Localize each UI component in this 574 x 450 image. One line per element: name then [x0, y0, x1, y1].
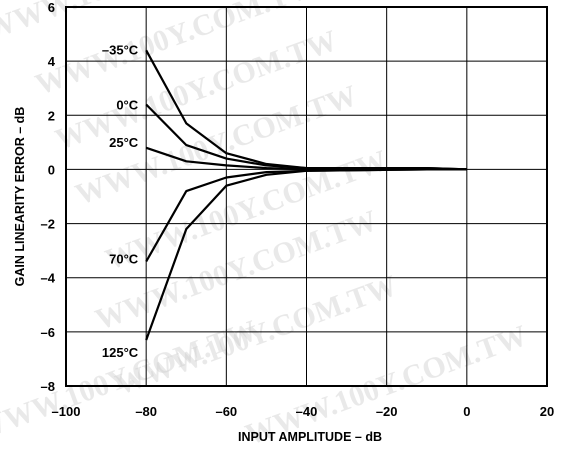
x-tick-label: –20 [376, 404, 398, 419]
y-tick-label: –6 [41, 325, 55, 340]
series-labels: –35°C 0°C 25°C 70°C 125°C [102, 42, 139, 360]
x-tick-labels: –100 –80 –60 –40 –20 0 20 [52, 404, 555, 419]
y-tick-label: –2 [41, 217, 55, 232]
series-label: 70°C [109, 251, 139, 266]
grid [66, 7, 547, 386]
series-line-1 [145, 103, 467, 171]
watermark-layer: WWW.100Y.COM.TWWWW.100Y.COM.TWWWW.100Y.C… [0, 0, 531, 450]
series-line-4 [145, 168, 467, 341]
x-tick-label: 0 [463, 404, 470, 419]
watermark-text: WWW.100Y.COM.TW [0, 314, 261, 447]
x-tick-label: –60 [215, 404, 237, 419]
y-tick-label: 4 [48, 54, 56, 69]
y-tick-label: 2 [48, 108, 55, 123]
x-tick-label: –100 [52, 404, 81, 419]
y-tick-label: –8 [41, 379, 55, 394]
x-axis-title: INPUT AMPLITUDE – dB [238, 430, 382, 444]
series-label: –35°C [102, 42, 139, 57]
series-layer [145, 49, 467, 341]
y-tick-label: 6 [48, 0, 55, 15]
series-label: 125°C [102, 345, 139, 360]
x-tick-label: 20 [540, 404, 554, 419]
y-tick-label: 0 [48, 162, 55, 177]
y-axis-title: GAIN LINEARITY ERROR – dB [13, 107, 27, 287]
x-tick-label: –40 [296, 404, 318, 419]
series-label: 25°C [109, 135, 139, 150]
plot-frame [65, 6, 548, 387]
series-label: 0°C [116, 97, 138, 112]
y-tick-label: –4 [41, 271, 56, 286]
x-tick-label: –80 [135, 404, 157, 419]
y-tick-labels: 6 4 2 0 –2 –4 –6 –8 [41, 0, 56, 394]
